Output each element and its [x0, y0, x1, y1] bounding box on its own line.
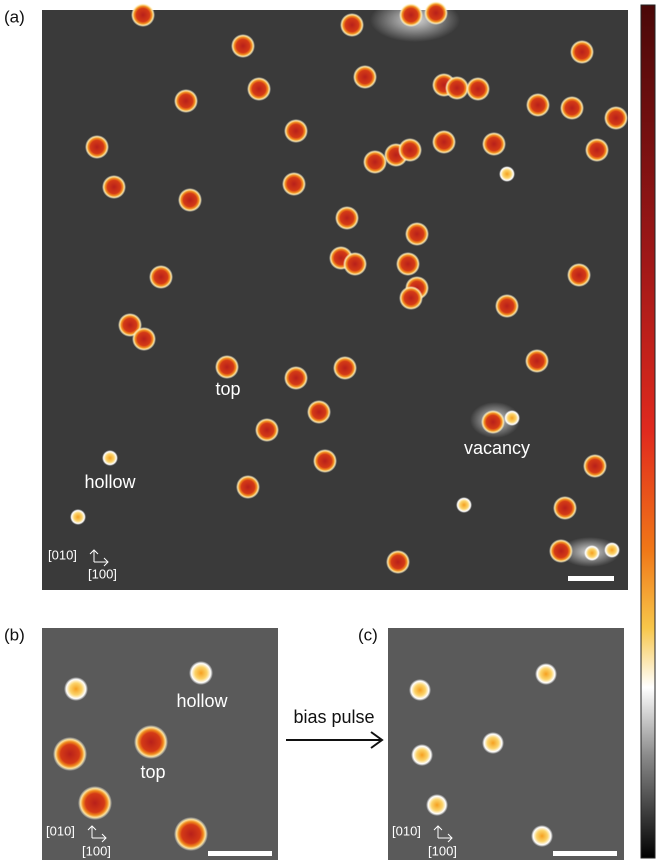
adatom [236, 475, 260, 499]
panel-c [388, 628, 624, 860]
axis-label: [010] [392, 823, 421, 838]
adatom [178, 188, 202, 212]
adatom [313, 449, 337, 473]
adatom [189, 661, 213, 685]
adatom [284, 119, 308, 143]
adatom [482, 732, 504, 754]
figure: (a) (b) (c) top hollow vacancy top hollo… [0, 0, 659, 863]
axis-label: [100] [428, 843, 457, 858]
panel-b [42, 628, 278, 860]
annotation: top [140, 762, 165, 782]
adatom [535, 663, 557, 685]
scale-bar [553, 851, 617, 856]
adatom [340, 13, 364, 37]
adatom [424, 1, 448, 25]
adatom [549, 539, 573, 563]
adatom [504, 410, 520, 426]
adatom [132, 327, 156, 351]
adatom [102, 450, 118, 466]
adatom [399, 286, 423, 310]
adatom [353, 65, 377, 89]
adatom [231, 34, 255, 58]
arrow-label: bias pulse [293, 707, 374, 727]
adatom [131, 3, 155, 27]
colorbar [641, 5, 655, 858]
annotation: vacancy [464, 438, 530, 458]
adatom [335, 206, 359, 230]
adatom [604, 542, 620, 558]
panel-label: (b) [4, 625, 25, 644]
annotation: hollow [176, 691, 228, 711]
panel-a [42, 0, 628, 590]
adatom [64, 677, 88, 701]
adatom [255, 418, 279, 442]
adatom [525, 349, 549, 373]
adatom [499, 166, 515, 182]
adatom [134, 725, 168, 759]
adatom [398, 138, 422, 162]
adatom [481, 410, 505, 434]
adatom [456, 497, 472, 513]
adatom [560, 96, 584, 120]
adatom [553, 496, 577, 520]
adatom [363, 150, 387, 174]
axis-label: [010] [48, 547, 77, 562]
axis-label: [100] [82, 843, 111, 858]
adatom [495, 294, 519, 318]
adatom [411, 744, 433, 766]
arrow [286, 732, 382, 748]
adatom [466, 77, 490, 101]
axis-label: [100] [88, 566, 117, 581]
adatom [386, 550, 410, 574]
adatom [284, 366, 308, 390]
adatom [307, 400, 331, 424]
scale-bar [568, 576, 614, 581]
adatom [445, 76, 469, 100]
adatom [482, 132, 506, 156]
annotation: hollow [84, 472, 136, 492]
adatom [215, 355, 239, 379]
annotation: top [215, 379, 240, 399]
adatom [584, 545, 600, 561]
scale-bar [208, 851, 272, 856]
adatom [102, 175, 126, 199]
adatom [399, 3, 423, 27]
adatom [432, 130, 456, 154]
adatom [343, 252, 367, 276]
adatom [78, 786, 112, 820]
adatom [85, 135, 109, 159]
adatom [70, 509, 86, 525]
adatom [409, 679, 431, 701]
panel-label: (c) [358, 625, 378, 644]
adatom [570, 40, 594, 64]
adatom [585, 138, 609, 162]
adatom [526, 93, 550, 117]
adatom [531, 825, 553, 847]
stm-image [388, 628, 624, 860]
adatom [53, 737, 87, 771]
adatom [333, 356, 357, 380]
adatom [396, 252, 420, 276]
adatom [604, 106, 628, 130]
panel-label: (a) [4, 7, 25, 26]
adatom [426, 794, 448, 816]
adatom [174, 817, 208, 851]
axis-label: [010] [46, 823, 75, 838]
adatom [405, 222, 429, 246]
adatom [174, 89, 198, 113]
adatom [247, 77, 271, 101]
adatom [567, 263, 591, 287]
adatom [149, 265, 173, 289]
adatom [282, 172, 306, 196]
adatom [583, 454, 607, 478]
